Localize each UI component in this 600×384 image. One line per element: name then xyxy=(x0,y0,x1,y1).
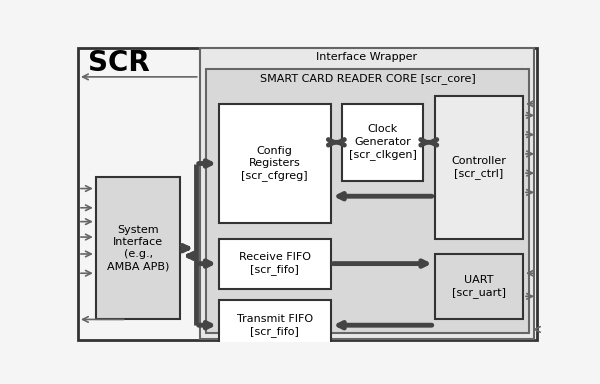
Bar xyxy=(200,48,534,339)
Text: System
Interface
(e.g.,
AMBA APB): System Interface (e.g., AMBA APB) xyxy=(107,225,169,272)
Text: SMART CARD READER CORE [scr_core]: SMART CARD READER CORE [scr_core] xyxy=(260,73,475,84)
Bar xyxy=(206,69,529,333)
Text: Controller
[scr_ctrl]: Controller [scr_ctrl] xyxy=(451,156,506,179)
Bar xyxy=(342,104,423,181)
Text: Interface Wrapper: Interface Wrapper xyxy=(316,52,418,62)
Bar xyxy=(219,104,331,223)
Bar xyxy=(219,238,331,289)
Text: SCR: SCR xyxy=(88,49,150,77)
Text: Receive FIFO
[scr_fifo]: Receive FIFO [scr_fifo] xyxy=(239,252,311,275)
Text: UART
[scr_uart]: UART [scr_uart] xyxy=(452,275,506,298)
Text: Clock
Generator
[scr_clkgen]: Clock Generator [scr_clkgen] xyxy=(349,124,416,160)
Bar xyxy=(434,96,523,238)
Bar xyxy=(96,177,181,319)
Bar xyxy=(219,300,331,350)
Text: Config
Registers
[scr_cfgreg]: Config Registers [scr_cfgreg] xyxy=(241,146,308,181)
Bar xyxy=(434,254,523,319)
Text: Transmit FIFO
[scr_fifo]: Transmit FIFO [scr_fifo] xyxy=(237,314,313,337)
